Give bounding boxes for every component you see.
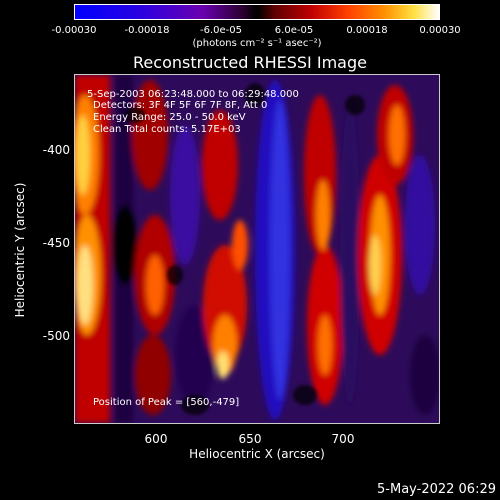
x-tick: 600 <box>144 432 168 446</box>
y-axis-label: Heliocentric Y (arcsec) <box>13 182 27 318</box>
overlay-detectors: Detectors: 3F 4F 5F 6F 7F 8F, Att 0 <box>93 100 268 111</box>
overlay-energy: Energy Range: 25.0 - 50.0 keV <box>93 112 246 123</box>
overlay-time: 5-Sep-2003 06:23:48.000 to 06:29:48.000 <box>87 89 299 100</box>
overlay-clean: Clean Total counts: 5.17E+03 <box>93 124 241 135</box>
rhessi-image: 5-Sep-2003 06:23:48.000 to 06:29:48.000 … <box>74 74 440 424</box>
colorbar-tick: 6.0e-05 <box>274 25 314 36</box>
colorbar-tick: -6.0e-05 <box>200 25 242 36</box>
colorbar-unit: (photons cm⁻² s⁻¹ asec⁻²) <box>192 38 322 49</box>
y-tick: -500 <box>42 329 70 343</box>
colorbar <box>74 4 440 20</box>
y-tick: -400 <box>42 143 70 157</box>
colorbar-tick: 0.00030 <box>419 25 461 36</box>
x-tick: 700 <box>331 432 355 446</box>
colorbar-tick: 0.00018 <box>346 25 388 36</box>
x-axis-label: Heliocentric X (arcsec) <box>189 447 325 461</box>
x-tick: 650 <box>238 432 262 446</box>
plot-title: Reconstructed RHESSI Image <box>133 53 367 72</box>
y-tick: -450 <box>42 236 70 250</box>
colorbar-tick: -0.00030 <box>51 25 97 36</box>
footer-date: 5-May-2022 06:29 <box>377 482 496 497</box>
peak-label: Position of Peak = [560,-479] <box>93 397 240 408</box>
colorbar-tick: -0.00018 <box>124 25 170 36</box>
